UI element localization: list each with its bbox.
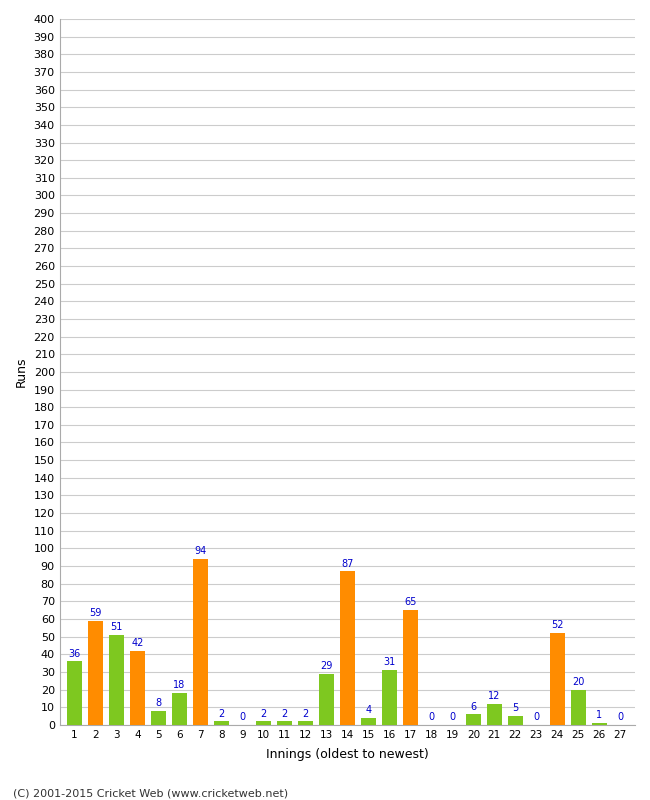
Text: 52: 52 <box>551 621 564 630</box>
Bar <box>172 693 187 725</box>
Text: 1: 1 <box>596 710 603 720</box>
Text: 12: 12 <box>488 691 500 701</box>
Bar <box>130 650 145 725</box>
Text: 2: 2 <box>302 709 309 718</box>
Text: 20: 20 <box>572 677 584 687</box>
Bar <box>151 710 166 725</box>
Text: (C) 2001-2015 Cricket Web (www.cricketweb.net): (C) 2001-2015 Cricket Web (www.cricketwe… <box>13 788 288 798</box>
Bar <box>403 610 418 725</box>
Text: 42: 42 <box>131 638 144 648</box>
Text: 87: 87 <box>341 558 354 569</box>
Bar <box>571 690 586 725</box>
Text: 0: 0 <box>239 712 246 722</box>
Text: 2: 2 <box>281 709 287 718</box>
Bar <box>109 635 124 725</box>
Text: 0: 0 <box>428 712 434 722</box>
Bar <box>466 714 480 725</box>
Bar <box>508 716 523 725</box>
X-axis label: Innings (oldest to newest): Innings (oldest to newest) <box>266 748 429 761</box>
Text: 36: 36 <box>68 649 81 658</box>
Bar <box>214 722 229 725</box>
Y-axis label: Runs: Runs <box>15 357 28 387</box>
Text: 8: 8 <box>155 698 161 708</box>
Text: 18: 18 <box>174 680 185 690</box>
Text: 0: 0 <box>618 712 623 722</box>
Bar <box>88 621 103 725</box>
Text: 2: 2 <box>218 709 224 718</box>
Text: 65: 65 <box>404 598 417 607</box>
Bar <box>67 662 82 725</box>
Text: 59: 59 <box>89 608 101 618</box>
Bar <box>298 722 313 725</box>
Text: 29: 29 <box>320 661 333 671</box>
Bar <box>277 722 292 725</box>
Bar <box>382 670 396 725</box>
Text: 0: 0 <box>449 712 456 722</box>
Bar <box>592 723 606 725</box>
Text: 31: 31 <box>384 658 395 667</box>
Bar <box>256 722 270 725</box>
Text: 94: 94 <box>194 546 207 556</box>
Bar <box>340 571 355 725</box>
Bar <box>319 674 333 725</box>
Bar <box>487 704 502 725</box>
Text: 51: 51 <box>110 622 123 632</box>
Text: 0: 0 <box>533 712 540 722</box>
Bar <box>193 559 208 725</box>
Text: 2: 2 <box>260 709 266 718</box>
Text: 5: 5 <box>512 703 519 714</box>
Text: 6: 6 <box>470 702 476 711</box>
Bar <box>550 633 565 725</box>
Text: 4: 4 <box>365 705 371 715</box>
Bar <box>361 718 376 725</box>
